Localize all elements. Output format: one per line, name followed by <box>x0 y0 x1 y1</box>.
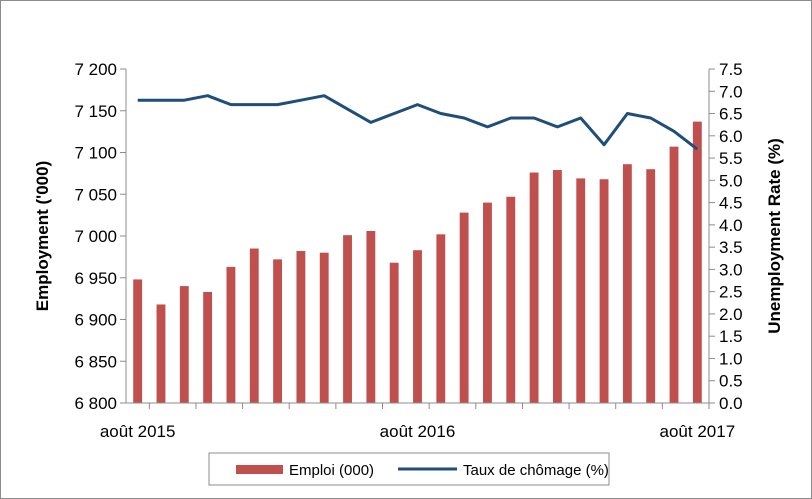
employment-bar <box>249 248 259 403</box>
x-tick-label: août 2016 <box>380 422 456 441</box>
legend-bar-label: Emploi (000) <box>289 462 374 479</box>
right-tick-label: 7.0 <box>719 82 743 101</box>
right-axis-ticks: 0.0 0.5 1.0 1.5 2.0 2.5 3.0 3.5 4.0 4.5 5.0 5.5 6.0 6… <box>709 60 743 413</box>
x-axis-ticks: août 2015 août 2016 août 2017 <box>100 403 735 441</box>
left-tick-label: 7 000 <box>74 227 117 246</box>
right-tick-label: 3.5 <box>719 238 743 257</box>
left-tick-label: 7 150 <box>74 102 117 121</box>
left-axis-ticks: 6 800 6 850 6 900 6 950 7 000 7 050 7 100 7 150… <box>74 60 126 413</box>
legend: Emploi (000) Taux de chômage (%) <box>208 452 610 486</box>
employment-bar <box>413 250 422 403</box>
employment-bar <box>343 235 352 403</box>
employment-bar <box>599 179 609 403</box>
right-tick-label: 4.5 <box>719 194 743 213</box>
employment-bar <box>436 234 446 403</box>
employment-bar <box>226 266 236 403</box>
right-tick-label: 3.0 <box>719 260 743 279</box>
left-tick-label: 7 100 <box>74 144 117 163</box>
left-tick-label: 6 800 <box>74 394 117 413</box>
right-tick-label: 4.0 <box>719 216 743 235</box>
left-tick-label: 7 050 <box>74 185 117 204</box>
right-tick-label: 0.5 <box>719 372 743 391</box>
employment-bar <box>156 304 166 403</box>
unemployment-rate-line <box>137 94 699 151</box>
x-tick-label: août 2015 <box>100 422 176 441</box>
employment-bars <box>133 121 702 403</box>
legend-line-label: Taux de chômage (%) <box>463 462 609 479</box>
left-tick-label: 6 900 <box>74 311 117 330</box>
right-tick-label: 6.5 <box>719 105 743 124</box>
right-tick-label: 2.0 <box>719 305 743 324</box>
employment-bar <box>179 286 189 403</box>
left-tick-label: 6 850 <box>74 352 117 371</box>
employment-bar <box>366 230 376 403</box>
employment-bar <box>133 279 143 403</box>
employment-bar <box>552 170 562 403</box>
x-tick-label: août 2017 <box>660 422 736 441</box>
left-tick-label: 6 950 <box>74 269 117 288</box>
legend-box <box>208 452 610 486</box>
right-tick-label: 5.0 <box>719 171 743 190</box>
employment-bar <box>692 121 702 403</box>
right-tick-label: 0.0 <box>719 394 743 413</box>
employment-bar <box>296 251 306 403</box>
employment-bar <box>389 262 399 403</box>
legend-bar-swatch <box>236 465 283 474</box>
employment-bar <box>506 196 516 403</box>
employment-bar <box>669 146 679 403</box>
right-tick-label: 1.5 <box>719 327 743 346</box>
employment-bar <box>529 172 539 403</box>
right-tick-label: 2.5 <box>719 283 743 302</box>
employment-bar <box>622 164 632 403</box>
unemployment-line <box>137 94 699 151</box>
employment-bar <box>203 291 213 403</box>
employment-bar <box>273 259 283 403</box>
left-axis-title: Employment ('000) <box>33 161 52 311</box>
right-tick-label: 5.5 <box>719 149 743 168</box>
right-tick-label: 6.0 <box>719 127 743 146</box>
employment-bar <box>459 212 469 403</box>
employment-bar <box>646 169 656 403</box>
employment-bar <box>319 252 329 403</box>
left-tick-label: 7 200 <box>74 60 117 79</box>
right-tick-label: 1.0 <box>719 349 743 368</box>
employment-bar <box>483 202 492 403</box>
right-tick-label: 7.5 <box>719 60 743 79</box>
employment-bar <box>576 178 586 403</box>
right-axis-title: Unemployment Rate (%) <box>765 138 784 334</box>
